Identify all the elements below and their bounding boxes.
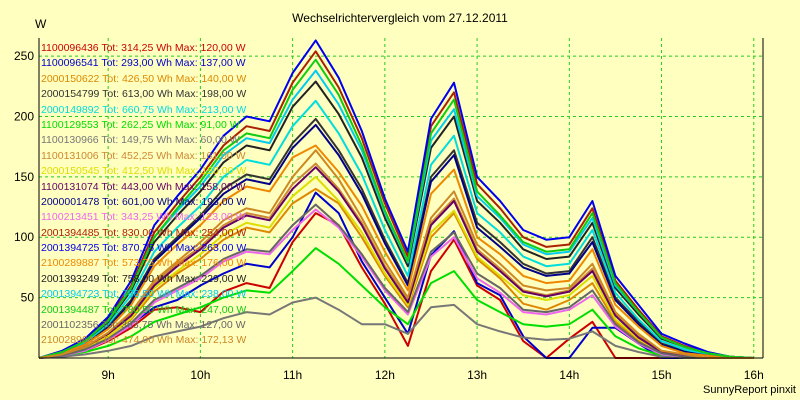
x-tick-label: 9h	[101, 368, 114, 382]
legend-entry: 2100289887 Tot: 573,75 Wh Max: 176,00 W	[41, 257, 247, 270]
legend-entry: 2100289643 Tot: 474,00 Wh Max: 172,13 W	[41, 334, 247, 347]
footer-credit: SunnyReport pinxit	[703, 384, 796, 396]
x-tick-label: 12h	[375, 368, 395, 382]
legend-entry: 2001102356 Tot: 363,75 Wh Max: 127,00 W	[41, 319, 246, 332]
series-line-19	[38, 149, 754, 359]
series-line-13	[38, 39, 754, 359]
series-line-17	[38, 58, 754, 359]
y-axis-unit-label: W	[35, 17, 47, 31]
legend-entry: 2000154799 Tot: 613,00 Wh Max: 198,00 W	[41, 88, 247, 101]
legend-entry: 1100096541 Tot: 293,00 Wh Max: 137,00 W	[41, 57, 246, 70]
legend-entry: 2000150545 Tot: 412,50 Wh Max: 150,00 W	[41, 165, 247, 178]
legend-entry: 2001394485 Tot: 830,00 Wh Max: 254,00 W	[41, 226, 247, 239]
series-line-10	[38, 123, 754, 359]
y-tick-label: 250	[14, 49, 34, 63]
series-line-2	[38, 187, 754, 359]
y-tick-label: 150	[14, 170, 34, 184]
x-tick-label: 13h	[467, 368, 487, 382]
series-line-12	[38, 50, 754, 359]
x-tick-label: 11h	[283, 368, 302, 382]
legend-entry: 2000149892 Tot: 660,75 Wh Max: 213,00 W	[41, 103, 247, 116]
series-line-15	[38, 80, 754, 359]
y-tick-label: 50	[21, 291, 35, 305]
tick-labels: 9h 10h 11h 12h 13h 14h 15h 16h 50 100 150 200 250	[14, 49, 764, 382]
x-tick-label: 14h	[559, 368, 579, 382]
legend-entry: 2001394487 Tot: 780,50 Wh Max: 247,00 W	[41, 303, 247, 316]
series-lines	[38, 39, 754, 359]
legend-entry: 1100131006 Tot: 452,25 Wh Max: 161,00 W	[41, 149, 246, 162]
legend-entry: 1100213451 Tot: 343,25 Wh Max: 123,00 W	[41, 211, 246, 224]
legend: 1100096436 Tot: 314,25 Wh Max: 120,00 W 1…	[41, 41, 341, 349]
series-line-18	[38, 203, 754, 359]
series-line-9	[38, 166, 754, 359]
y-tick-label: 100	[14, 230, 34, 244]
legend-entry: 1100131074 Tot: 443,00 Wh Max: 158,00 W	[41, 180, 246, 193]
legend-entry: 1100130966 Tot: 149,75 Wh Max: 60,00 W	[41, 134, 240, 147]
y-tick-label: 200	[14, 109, 34, 123]
legend-entry: 1100129553 Tot: 262,25 Wh Max: 91,00 W	[41, 118, 240, 131]
legend-entry: 2000001478 Tot: 601,00 Wh Max: 193,00 W	[41, 195, 247, 208]
axes	[38, 38, 764, 359]
x-tick-label: 16h	[744, 368, 764, 382]
legend-entry: 2001393249 Tot: 758,00 Wh Max: 229,00 W	[41, 272, 247, 285]
series-line-3	[38, 117, 754, 359]
x-tick-label: 15h	[652, 368, 672, 382]
series-line-6	[38, 296, 754, 359]
series-line-14	[38, 144, 754, 359]
series-line-11	[38, 208, 754, 359]
legend-entry: 1100096436 Tot: 314,25 Wh Max: 120,00 W	[41, 42, 246, 54]
legend-entry: 2000150622 Tot: 426,50 Wh Max: 140,00 W	[41, 72, 247, 85]
legend-entry: 2001394725 Tot: 870,75 Wh Max: 263,00 W	[41, 242, 247, 255]
series-line-8	[38, 175, 754, 359]
chart-title: Wechselrichtervergleich vom 27.12.2011	[292, 11, 508, 25]
legend-entry: 2001394723 Tot: 786,50 Wh Max: 238,00 W	[41, 288, 247, 301]
series-line-4	[38, 99, 754, 359]
x-tick-label: 10h	[190, 368, 210, 382]
series-line-5	[38, 247, 754, 359]
